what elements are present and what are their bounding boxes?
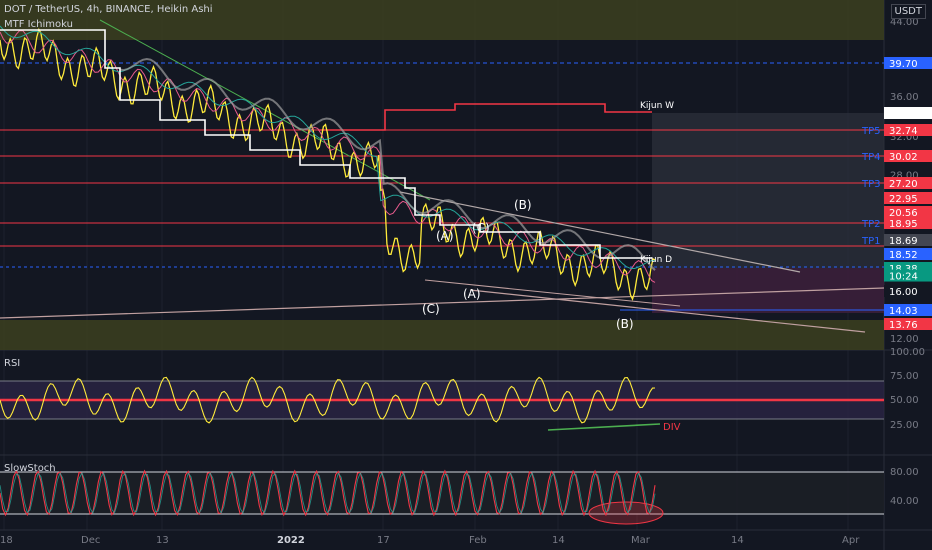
stoch-title[interactable]: SlowStoch xyxy=(4,463,56,474)
tp-tag: TP3 xyxy=(861,179,881,190)
price-tag-label: 39.70 xyxy=(889,59,918,70)
price-tag-label: 34.60 xyxy=(889,109,918,120)
x-tick-label: 14 xyxy=(552,535,565,546)
price-tag xyxy=(884,206,932,218)
annotation-label: (C) xyxy=(472,221,490,235)
price-tag-label: 18.95 xyxy=(889,219,918,230)
loss-zone xyxy=(652,268,884,313)
rsi-line xyxy=(0,376,656,424)
rsi-tick-label: 25.00 xyxy=(890,420,919,431)
price-tag xyxy=(884,107,932,119)
rsi-tick-label: 75.00 xyxy=(890,371,919,382)
annotation-label: (A) xyxy=(436,229,454,243)
y-tick-label: 12.00 xyxy=(890,334,919,345)
stoch-d xyxy=(0,471,656,515)
upper-wedge xyxy=(399,191,801,273)
tp-tag: TP1 xyxy=(861,236,881,247)
kijun-d-line xyxy=(0,29,652,259)
price-tag-label: 22.95 xyxy=(889,194,918,205)
rsi-divergence xyxy=(547,423,661,431)
price-tag-label: 16.00 xyxy=(889,287,918,298)
x-tick-label: Dec xyxy=(81,535,100,546)
price-tag xyxy=(884,124,932,136)
x-tick-label: Feb xyxy=(469,535,487,546)
price-line xyxy=(0,27,656,302)
annotation-label: (A) xyxy=(463,287,481,301)
y-tick-label: 28.00 xyxy=(890,170,919,181)
rsi-tick-label: 50.00 xyxy=(890,395,919,406)
price-tag-label: 32.74 xyxy=(889,126,918,137)
lower-trendline xyxy=(0,287,885,319)
price-tag-label: 13.76 xyxy=(889,320,918,331)
x-tick-label: Apr xyxy=(842,535,860,546)
annotation-label: (C) xyxy=(422,302,440,316)
price-tag xyxy=(884,285,932,297)
tp-tag: TP5 xyxy=(861,126,881,137)
currency-badge[interactable]: USDT xyxy=(890,4,926,19)
price-tag-label: 27.20 xyxy=(889,179,918,190)
x-tick-label: 17 xyxy=(377,535,390,546)
kijun-w-line xyxy=(318,103,652,131)
y-tick-label: 36.00 xyxy=(890,92,919,103)
price-tag xyxy=(884,57,932,69)
price-tag xyxy=(884,248,932,260)
annotation-label: (B) xyxy=(514,198,532,212)
price-tag xyxy=(884,217,932,229)
price-tag-label: 18.38 xyxy=(889,264,918,275)
trend-line xyxy=(99,19,431,201)
demand-zone xyxy=(0,320,884,350)
price-tag xyxy=(884,269,932,282)
price-tag xyxy=(884,234,932,246)
rsi-tick-label: 100.00 xyxy=(890,347,925,358)
supply-zone xyxy=(0,0,884,40)
stoch-k xyxy=(0,469,656,517)
stoch-tick-label: 80.00 xyxy=(890,467,919,478)
projection-zone xyxy=(652,113,884,268)
tp-tag: TP2 xyxy=(861,219,881,230)
price-tag-label: 10:24 xyxy=(889,272,918,283)
annotation-label: (B) xyxy=(616,317,634,331)
y-tick-label: 32.00 xyxy=(890,132,919,143)
price-tag xyxy=(884,318,932,330)
x-tick-label: 18 xyxy=(0,535,13,546)
x-tick-label: 2022 xyxy=(277,535,305,546)
price-tag-label: 18.69 xyxy=(889,236,918,247)
divergence-label: DIV xyxy=(663,422,681,433)
y-tick-label: 44.00 xyxy=(890,17,919,28)
price-tag xyxy=(884,192,932,204)
chart-title: DOT / TetherUS, 4h, BINANCE, Heikin Ashi xyxy=(4,4,213,15)
indicator-label[interactable]: MTF Ichimoku xyxy=(4,19,73,30)
x-tick-label: 14 xyxy=(731,535,744,546)
stoch-tick-label: 40.00 xyxy=(890,496,919,507)
inner-line xyxy=(424,279,681,307)
price-tag-label: 14.03 xyxy=(889,306,918,317)
price-tag-label: 20.56 xyxy=(889,208,918,219)
price-tag-label: 18.52 xyxy=(889,250,918,261)
senkou-line xyxy=(0,25,656,270)
rsi-title[interactable]: RSI xyxy=(4,358,21,369)
x-tick-label: Mar xyxy=(631,535,651,546)
channel-line xyxy=(469,289,866,333)
price-tag-label: 30.02 xyxy=(889,152,918,163)
price-tag xyxy=(884,150,932,162)
annotation-label: Kijun W xyxy=(640,101,674,111)
price-tag xyxy=(884,177,932,189)
price-tag xyxy=(884,304,932,316)
x-tick-label: 13 xyxy=(156,535,169,546)
tp-tag: TP4 xyxy=(861,152,881,163)
cloud-line xyxy=(119,57,656,271)
annotation-label: Kijun D xyxy=(640,255,672,265)
